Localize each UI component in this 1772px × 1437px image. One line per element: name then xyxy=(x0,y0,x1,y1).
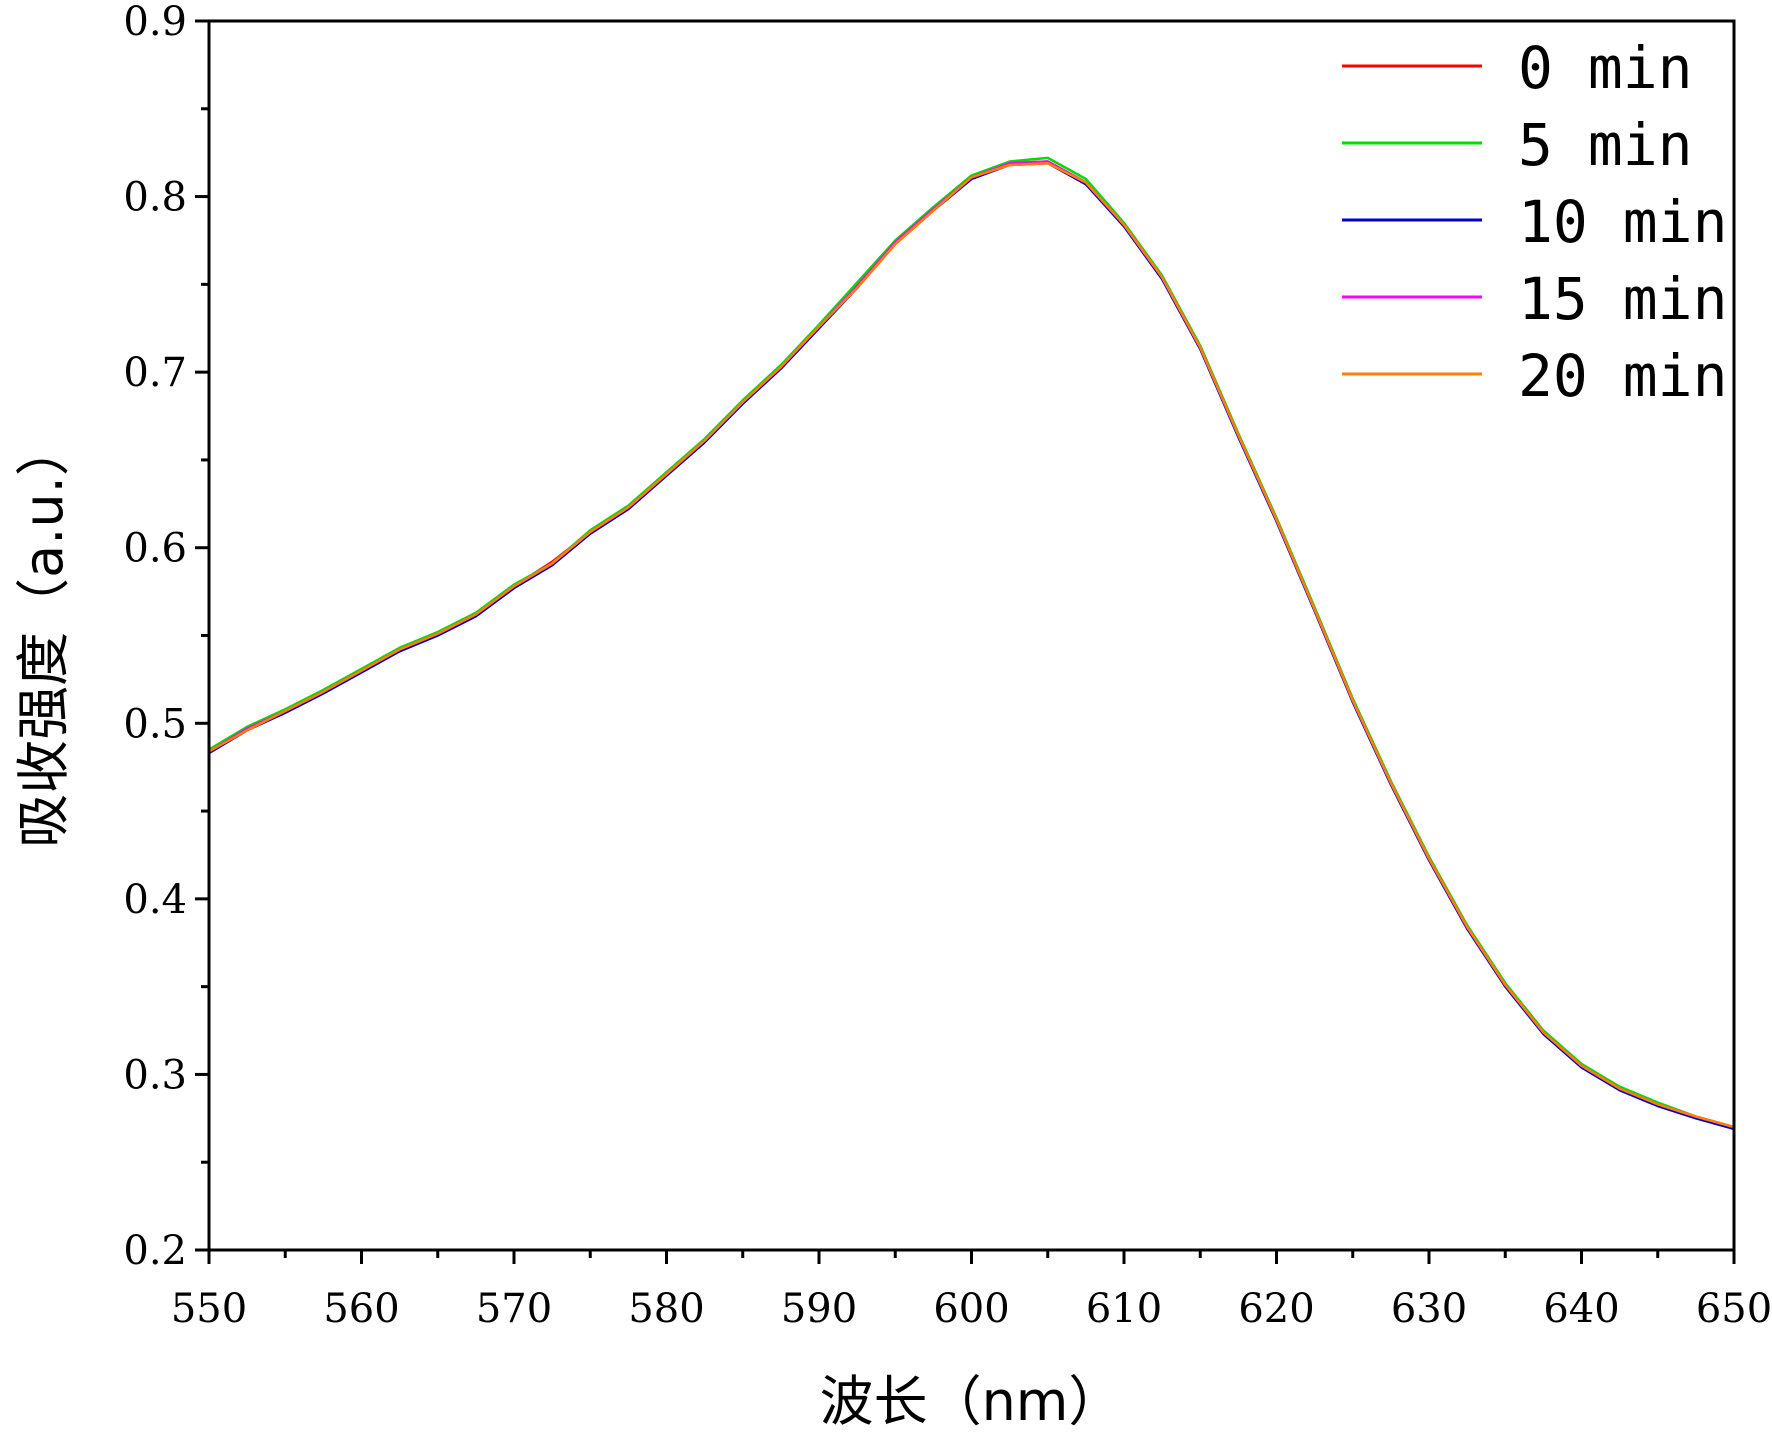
y-tick-label: 0.6 xyxy=(123,526,187,572)
x-tick-label: 630 xyxy=(1391,1286,1467,1332)
plot-frame xyxy=(207,19,1736,1252)
y-tick-label: 0.3 xyxy=(123,1052,187,1098)
y-axis-title: 吸收强度（a.u.） xyxy=(12,422,75,848)
y-tick-label: 0.7 xyxy=(123,350,187,396)
x-tick-label: 650 xyxy=(1696,1286,1772,1332)
x-axis-title: 波长（nm） xyxy=(820,1370,1123,1433)
x-tick-label: 640 xyxy=(1543,1286,1619,1332)
x-tick-label: 570 xyxy=(476,1286,552,1332)
series-line-1 xyxy=(208,156,1735,1129)
legend-label: 10 min xyxy=(1518,188,1728,256)
x-tick-label: 620 xyxy=(1238,1286,1314,1332)
y-tick-label: 0.8 xyxy=(123,175,187,221)
legend-label: 20 min xyxy=(1518,342,1728,410)
x-tick-label: 600 xyxy=(933,1286,1009,1332)
x-tick-label: 580 xyxy=(628,1286,704,1332)
series-line-4 xyxy=(208,161,1735,1129)
x-tick-label: 560 xyxy=(323,1286,399,1332)
x-tick-label: 550 xyxy=(171,1286,247,1332)
x-tick-label: 610 xyxy=(1086,1286,1162,1332)
legend-label: 15 min xyxy=(1518,265,1728,333)
legend-label: 5 min xyxy=(1518,111,1693,179)
legend-label: 0 min xyxy=(1518,34,1693,102)
y-tick-label: 0.5 xyxy=(123,701,187,747)
y-tick-label: 0.4 xyxy=(123,877,187,923)
y-tick-label: 0.9 xyxy=(123,0,187,45)
x-tick-label: 590 xyxy=(781,1286,857,1332)
y-tick-label: 0.2 xyxy=(123,1228,187,1274)
